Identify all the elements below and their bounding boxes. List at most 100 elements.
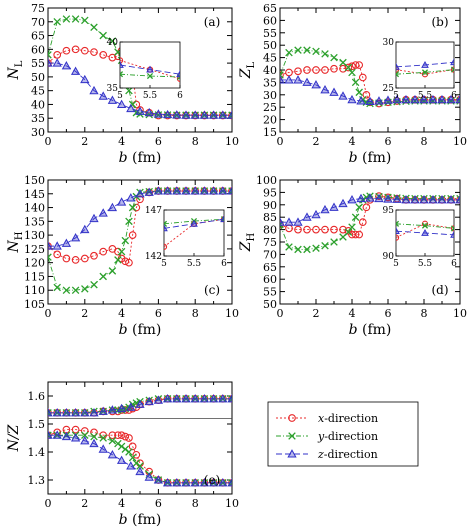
x-tick-label: 0: [45, 497, 52, 510]
main-point-y-direction: [128, 100, 137, 109]
main-point-x-direction: [355, 61, 364, 69]
main-point-z-direction: [190, 186, 200, 195]
x-tick-label: 10: [225, 135, 239, 148]
main-point-z-direction: [52, 430, 62, 439]
main-point-x-direction: [330, 64, 338, 73]
main-point-y-direction: [348, 223, 356, 231]
inset-y-tick-label: 40: [107, 38, 119, 48]
y-tick-label: 120: [24, 257, 45, 270]
main-point-x-direction: [71, 45, 80, 54]
y-tick-label: 150: [24, 174, 45, 187]
main-point-z-direction: [144, 472, 154, 481]
x-tick-label: 10: [225, 307, 239, 320]
inset-y-tick-label: 25: [383, 84, 395, 94]
main-point-x-direction: [312, 66, 320, 74]
main-point-z-direction: [153, 475, 164, 484]
x-tick-label: 0: [45, 307, 52, 320]
main-point-y-direction: [303, 245, 311, 254]
main-point-x-direction: [80, 254, 89, 263]
inset-point-z-direction: [396, 62, 400, 70]
main-point-z-direction: [135, 188, 145, 198]
y-tick-label: 80: [263, 224, 277, 237]
main-point-z-direction: [218, 110, 228, 119]
main-point-y-direction: [228, 187, 232, 195]
inset-point-y-direction: [396, 71, 400, 78]
main-point-z-direction: [329, 202, 339, 211]
x-tick-label: 8: [192, 135, 199, 148]
legend-marker: [288, 432, 296, 440]
x-axis-label: b (fm): [119, 322, 162, 338]
y-axis-label: ZL: [238, 61, 257, 79]
main-point-x-direction: [71, 256, 80, 264]
x-axis-label: b (fm): [349, 322, 392, 338]
inset-point-z-direction: [176, 70, 180, 78]
main-point-z-direction: [153, 109, 164, 118]
main-point-z-direction: [302, 212, 312, 221]
y-axis-label: NL: [6, 60, 25, 80]
inset-series-line-z-direction-2: [120, 64, 180, 75]
main-point-y-direction: [228, 111, 232, 119]
main-point-x-direction: [71, 425, 80, 434]
main-point-z-direction: [107, 405, 118, 414]
main-point-y-direction: [348, 68, 356, 77]
y-tick-label: 45: [31, 85, 45, 98]
main-point-z-direction: [227, 110, 232, 119]
main-point-z-direction: [172, 477, 182, 487]
main-point-z-direction: [227, 393, 232, 403]
inset-plot: 5 5.5 6 35 40: [107, 38, 184, 101]
main-point-z-direction: [446, 94, 456, 104]
main-point-x-direction: [294, 225, 302, 234]
main-point-y-direction: [48, 409, 52, 417]
main-point-y-direction: [228, 479, 232, 487]
main-point-x-direction: [125, 434, 133, 442]
x-tick-label: 0: [277, 307, 284, 320]
main-point-z-direction: [135, 106, 145, 115]
inset-point-z-direction: [421, 60, 429, 68]
main-point-z-direction: [162, 393, 173, 403]
y-tick-label: 60: [31, 43, 45, 56]
main-point-z-direction: [428, 195, 438, 204]
inset-series-line-x-direction-0: [396, 69, 454, 75]
main-point-y-direction: [355, 203, 363, 212]
main-point-z-direction: [181, 110, 191, 119]
main-point-z-direction: [70, 66, 81, 75]
y-tick-label: 105: [24, 298, 45, 311]
main-point-x-direction: [132, 450, 141, 459]
main-point-x-direction: [362, 203, 371, 212]
inset-point-y-direction: [120, 71, 124, 78]
main-point-z-direction: [52, 58, 62, 67]
main-point-z-direction: [208, 186, 219, 195]
inset-point-y-direction: [146, 72, 154, 80]
main-point-y-direction: [128, 453, 137, 462]
legend-box: [267, 401, 419, 467]
main-point-y-direction: [71, 15, 80, 23]
main-point-x-direction: [321, 66, 329, 74]
main-point-y-direction: [125, 86, 133, 95]
main-point-x-direction: [121, 432, 130, 441]
y-tick-label: 1.4: [28, 446, 46, 459]
inset-x-tick-label: 6: [451, 259, 457, 269]
main-point-z-direction: [208, 110, 219, 119]
inset-point-x-direction: [450, 66, 454, 73]
inset-x-tick-label: 5.5: [418, 259, 433, 269]
y-tick-label: 140: [24, 202, 45, 215]
y-tick-label: 50: [263, 39, 277, 52]
inset-x-tick-label: 5: [393, 91, 399, 101]
inset-x-tick-label: 5: [161, 259, 167, 269]
main-series-line-x-direction-0: [48, 190, 232, 264]
x-tick-label: 8: [192, 497, 199, 510]
main-point-z-direction: [410, 94, 420, 104]
main-point-z-direction: [98, 406, 108, 415]
inset-point-z-direction: [120, 60, 124, 68]
inset-point-z-direction: [164, 224, 168, 232]
inset-point-z-direction: [146, 65, 154, 73]
main-point-y-direction: [117, 247, 126, 256]
main-point-z-direction: [61, 407, 72, 417]
main-point-x-direction: [358, 218, 367, 227]
main-point-x-direction: [358, 73, 367, 82]
main-point-z-direction: [126, 103, 136, 113]
main-point-y-direction: [48, 253, 52, 261]
inset-y-tick-label: 95: [383, 206, 395, 216]
main-series-line-x-direction-0: [48, 45, 232, 116]
inset-point-y-direction: [450, 225, 454, 232]
